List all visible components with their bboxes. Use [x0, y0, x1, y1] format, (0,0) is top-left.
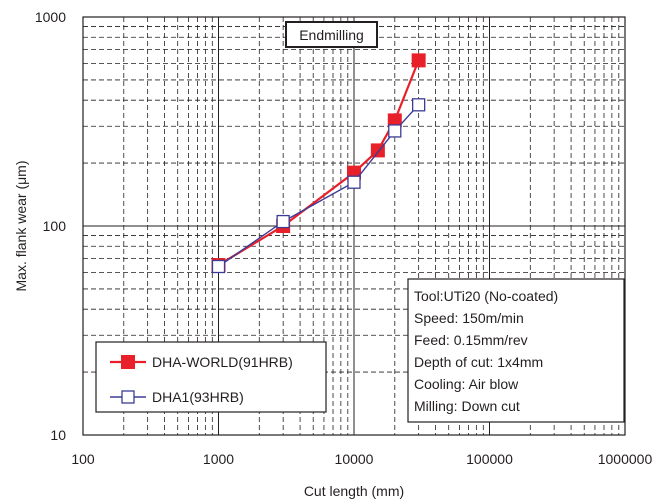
condition-line: Depth of cut: 1x4mm: [414, 354, 543, 370]
condition-line: Milling: Down cut: [414, 398, 520, 414]
x-tick-label: 1000: [203, 451, 234, 467]
condition-line: Tool:UTi20 (No-coated): [414, 288, 558, 304]
data-point: [276, 214, 290, 229]
chart-title-frame: [285, 21, 378, 48]
x-axis-title: Cut length (mm): [304, 483, 404, 499]
x-tick-labels: 100 1000 10000 100000 1000000: [71, 451, 652, 467]
legend-swatch-marker: [121, 355, 135, 369]
data-point: [347, 175, 361, 189]
chart-title-box: Endmilling: [285, 21, 378, 48]
condition-line: Cooling: Air blow: [414, 376, 519, 392]
data-series: [211, 53, 426, 274]
data-point: [411, 98, 426, 112]
chart-title: Endmilling: [299, 27, 364, 43]
x-tick-label: 100: [71, 451, 95, 467]
conditions-frame: [407, 278, 625, 423]
y-tick-labels: 10 100 1000: [35, 9, 66, 443]
condition-line: Speed: 150m/min: [414, 310, 524, 326]
x-tick-label: 1000000: [598, 451, 653, 467]
series-line: [217, 59, 420, 267]
conditions-list: Tool:UTi20 (No-coated) Speed: 150m/min Fee…: [414, 288, 558, 414]
condition-line: Feed: 0.15mm/rev: [414, 332, 528, 348]
legend: DHA-WORLD(91HRB) DHA1(93HRB): [95, 341, 327, 413]
x-tick-label: 10000: [335, 451, 374, 467]
conditions-box: Tool:UTi20 (No-coated) Speed: 150m/min Fee…: [407, 278, 625, 423]
data-point: [411, 53, 426, 68]
y-tick-label: 100: [43, 218, 67, 234]
legend-entry: DHA-WORLD(91HRB): [110, 354, 293, 370]
legend-swatch-marker: [121, 390, 135, 404]
series-2: [211, 98, 426, 274]
data-point: [388, 124, 402, 138]
legend-label: DHA1(93HRB): [152, 389, 244, 405]
x-tick-label: 100000: [466, 451, 513, 467]
legend-entry: DHA1(93HRB): [110, 389, 244, 405]
plot-frame: [82, 16, 626, 436]
legend-entries: DHA-WORLD(91HRB) DHA1(93HRB): [110, 354, 293, 405]
data-point: [211, 259, 226, 274]
y-tick-label: 1000: [35, 9, 66, 25]
y-tick-label: 10: [50, 427, 66, 443]
legend-label: DHA-WORLD(91HRB): [152, 354, 293, 370]
y-axis-title: Max. flank wear (μm): [13, 161, 29, 292]
